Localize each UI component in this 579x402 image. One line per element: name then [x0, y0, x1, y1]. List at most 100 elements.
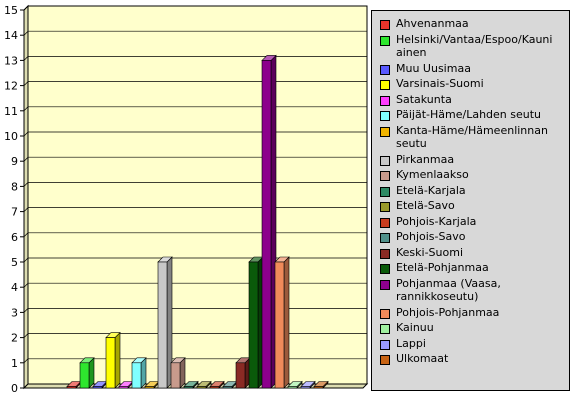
- legend-item: Muu Uusimaa: [378, 62, 563, 76]
- grid-line-side: [23, 308, 29, 313]
- legend-swatch: [380, 35, 390, 46]
- legend-label: Helsinki/Vantaa/Espoo/Kauni ainen: [396, 33, 552, 60]
- legend-label-line: Lappi: [396, 336, 426, 350]
- grid-line-side: [23, 282, 29, 288]
- bar: [222, 386, 233, 389]
- legend-swatch: [380, 264, 390, 274]
- legend-label-line: Muu Uusimaa: [396, 61, 471, 75]
- legend-label: Keski-Suomi: [396, 246, 463, 260]
- bar-side: [114, 331, 121, 389]
- legend-swatch: [380, 126, 390, 137]
- legend-item: Varsinais-Suomi: [378, 77, 563, 91]
- bar: [79, 362, 90, 389]
- legend-label: Pirkanmaa: [396, 153, 454, 167]
- legend-label-line: Kymenlaakso: [396, 168, 469, 181]
- bar: [248, 261, 259, 389]
- bar: [170, 362, 181, 389]
- grid-line-side: [23, 156, 29, 162]
- legend-item: Kymenlaakso: [378, 168, 563, 182]
- legend-label: Lappi: [396, 337, 426, 351]
- legend-item: Etelä-Pohjanmaa: [378, 261, 563, 275]
- legend-swatch: [380, 155, 390, 166]
- legend-item: Kanta-Häme/Hämeenlinnan seutu: [378, 124, 563, 151]
- legend-item: Ulkomaat: [378, 352, 563, 366]
- legend-item: Etelä-Savo: [378, 199, 563, 213]
- legend-item: Pohjois-Pohjanmaa: [378, 306, 563, 320]
- legend-item: Ahvenanmaa: [378, 17, 563, 31]
- legend-label-line: Keski-Suomi: [396, 245, 464, 259]
- grid-line-side: [23, 182, 29, 187]
- y-tick-label: 10: [4, 130, 18, 143]
- bar: [131, 362, 142, 389]
- legend-label-line: Pohjois-Karjala: [396, 214, 477, 228]
- legend-swatch: [380, 248, 390, 259]
- legend-label: Pohjois-Karjala: [396, 215, 476, 229]
- legend-label-line: Kanta-Häme/Hämeenlinnan: [396, 123, 548, 137]
- bar: [274, 261, 285, 389]
- legend-label-line: Etelä-Karjala: [396, 183, 466, 197]
- legend-item: Helsinki/Vantaa/Espoo/Kauni ainen: [378, 33, 563, 60]
- legend-swatch: [380, 233, 390, 243]
- legend-swatch: [380, 80, 390, 90]
- legend-swatch: [380, 308, 390, 319]
- legend-swatch: [380, 20, 390, 30]
- y-tick-label: 12: [4, 80, 18, 93]
- legend-label: Päijät-Häme/Lahden seutu: [396, 108, 541, 122]
- y-tick-label: 2: [11, 332, 18, 345]
- bar: [66, 386, 77, 389]
- legend-label: Ulkomaat: [396, 352, 448, 366]
- legend-swatch: [380, 202, 390, 212]
- grid-line-side: [23, 106, 29, 112]
- legend-label: Satakunta: [396, 93, 452, 107]
- grid-line-side: [23, 56, 29, 61]
- legend-label-line: Helsinki/Vantaa/Espoo/Kauni: [396, 32, 553, 46]
- grid-line-side: [23, 257, 29, 263]
- grid-line-side: [23, 81, 29, 86]
- bar: [209, 386, 220, 389]
- legend-label-line: Päijät-Häme/Lahden seutu: [396, 108, 542, 121]
- grid-line-side: [23, 5, 29, 11]
- bar: [144, 386, 155, 389]
- legend-label: Varsinais-Suomi: [396, 77, 484, 91]
- legend-label: Kymenlaakso: [396, 168, 469, 182]
- plot-back-wall: [27, 5, 368, 385]
- legend-label: Kanta-Häme/Hämeenlinnan seutu: [396, 124, 548, 151]
- legend-item: Keski-Suomi: [378, 246, 563, 260]
- legend-label-line: Etelä-Savo: [396, 199, 455, 212]
- legend-item: Pohjanmaa (Vaasa, rannikkoseutu): [378, 277, 563, 304]
- legend-label: Etelä-Savo: [396, 199, 455, 213]
- legend-label-line: Pirkanmaa: [396, 152, 455, 166]
- bar: [157, 261, 168, 389]
- legend-label-line: Kainuu: [396, 321, 434, 334]
- y-tick-label: 4: [11, 281, 18, 294]
- bar: [196, 386, 207, 389]
- legend-item: Etelä-Karjala: [378, 184, 563, 198]
- legend-label-line: seutu: [396, 137, 427, 150]
- bar: [118, 386, 129, 389]
- legend-label-line: Satakunta: [396, 92, 452, 106]
- y-tick-label: 15: [4, 4, 18, 17]
- legend-swatch: [380, 95, 390, 106]
- legend-label: Kainuu: [396, 321, 434, 335]
- legend-item: Kainuu: [378, 321, 563, 335]
- legend-label: Pohjois-Savo: [396, 230, 465, 244]
- y-tick-label: 6: [11, 231, 18, 244]
- y-tick-label: 3: [11, 306, 18, 319]
- legend-item: Pohjois-Karjala: [378, 215, 563, 229]
- y-tick-label: 14: [4, 29, 18, 42]
- legend-label-line: Varsinais-Suomi: [396, 77, 484, 90]
- legend-item: Pohjois-Savo: [378, 230, 563, 244]
- bar: [92, 386, 103, 389]
- legend-label-line: Ulkomaat: [396, 352, 449, 365]
- y-tick-label: 9: [11, 155, 18, 168]
- y-tick-label: 0: [11, 382, 18, 395]
- grid-line-side: [23, 333, 29, 338]
- y-tick-label: 11: [4, 105, 18, 118]
- legend-label: Etelä-Karjala: [396, 184, 466, 198]
- bar: [105, 337, 116, 389]
- bar: [300, 386, 311, 389]
- legend-label-line: Ahvenanmaa: [396, 17, 469, 30]
- bar-side: [283, 256, 290, 389]
- legend-swatch: [380, 355, 390, 365]
- legend-item: Pirkanmaa: [378, 153, 563, 167]
